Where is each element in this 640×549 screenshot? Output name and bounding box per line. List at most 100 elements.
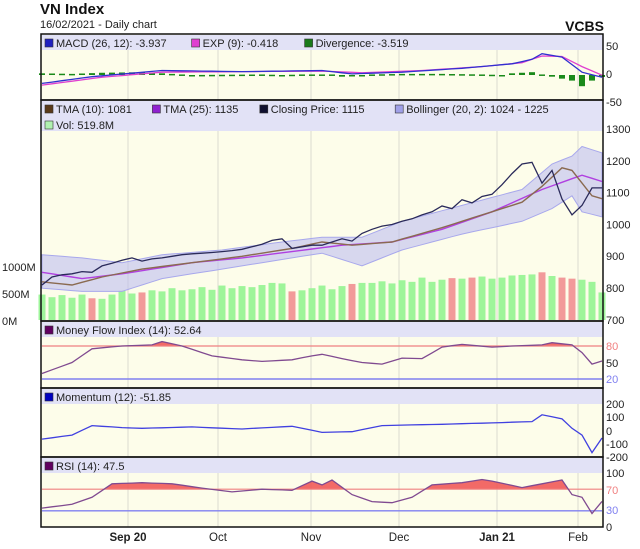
legend-label: RSI (14): 47.5 [56,461,124,473]
volume-bar [268,282,276,320]
y-tick-label: 700 [606,315,624,327]
divergence-bar [169,73,175,76]
y-tick-label: 1200 [606,156,630,168]
divergence-bar [109,72,115,75]
x-tick-label: Sep 20 [109,532,146,544]
volume-bar [468,277,476,320]
volume-bar [338,286,346,320]
legend-swatch [44,120,54,130]
divergence-bar [319,74,325,76]
volume-bar [428,281,436,320]
volume-bar [368,282,376,320]
volume-bar [48,297,56,320]
legend-label: Closing Price: 1115 [271,104,365,116]
volume-bar [38,294,46,320]
volume-bar [578,279,586,320]
divergence-bar [49,73,55,76]
volume-bar [518,274,526,320]
volume-bar [508,275,516,320]
divergence-bar [539,74,545,76]
divergence-bar [339,75,345,77]
divergence-bar [179,74,185,76]
y-tick-label: 0 [606,69,612,81]
volume-bar [218,285,226,320]
volume-bar [448,278,456,320]
divergence-bar [479,74,485,76]
y-tick-label: 100 [606,468,624,480]
divergence-bar [409,73,415,76]
divergence-bar [299,74,305,76]
macd-line [41,53,603,85]
y-tick-label: 0 [606,522,612,534]
divergence-bar [89,73,95,75]
y-tick-label: 800 [606,283,624,295]
volume-tick-label: 1000M [2,262,36,274]
volume-bar [228,288,236,320]
x-tick-label: Oct [209,532,228,544]
divergence-bar [389,74,395,76]
legend-label: EXP (9): -0.418 [203,38,279,50]
divergence-bar [199,74,205,77]
volume-bar [388,283,396,320]
volume-bar [238,286,246,320]
volume-bar [408,281,416,320]
volume-bar [358,282,366,320]
volume-bar [458,278,466,320]
chart-title: VN Index [40,1,105,18]
legend-label: Vol: 519.8M [56,120,114,132]
y-tick-label: 50 [606,358,618,370]
divergence-bar [359,75,365,77]
legend-swatch [44,38,54,48]
volume-bar [178,290,186,320]
divergence-bar [559,75,565,79]
divergence-bar [469,74,475,76]
y-tick-label: 900 [606,251,624,263]
divergence-bar [569,75,575,81]
divergence-bar [459,74,465,76]
legend-swatch [44,392,54,402]
divergence-bar [79,73,85,76]
divergence-bar [419,73,425,76]
x-tick-label: Nov [301,532,322,544]
volume-bar [98,298,106,320]
legend-band [41,101,603,131]
divergence-bar [589,75,595,81]
x-tick-label: Feb [568,532,588,544]
divergence-bar [229,74,235,77]
mfi-line [41,340,603,375]
legend-swatch [44,325,54,335]
volume-bar [598,292,606,320]
y-tick-label: 50 [606,41,618,53]
overbought-area [42,479,602,490]
volume-bar [108,294,116,320]
closing-price-line [41,161,602,286]
volume-tick-label: 0M [2,316,17,328]
volume-bar [438,279,446,320]
volume-bar [188,289,196,320]
chart-subtitle: 16/02/2021 - Daily chart [40,19,157,31]
volume-bar [478,276,486,320]
volume-bar [58,295,66,320]
divergence-bar [279,75,285,77]
legend-swatch [44,461,54,471]
divergence-bar [239,74,245,77]
divergence-bar [549,75,555,77]
divergence-bar [599,75,605,77]
legend-label: Momentum (12): -51.85 [56,392,171,404]
divergence-bar [379,74,385,76]
rsi-line [41,478,603,515]
divergence-bar [369,74,375,76]
divergence-bar [219,74,225,77]
brand-label: VCBS [565,18,604,34]
y-tick-label: 0 [606,426,612,438]
y-tick-label: -50 [606,97,622,109]
y-tick-label: 1100 [606,188,630,200]
volume-bar [568,278,576,320]
volume-bar [318,285,326,320]
legend-label: TMA (25): 1135 [163,104,238,116]
legend-label: TMA (10): 1081 [56,104,132,116]
legend-swatch [191,38,200,48]
volume-bar [328,289,336,320]
y-tick-label: 1300 [606,124,630,136]
